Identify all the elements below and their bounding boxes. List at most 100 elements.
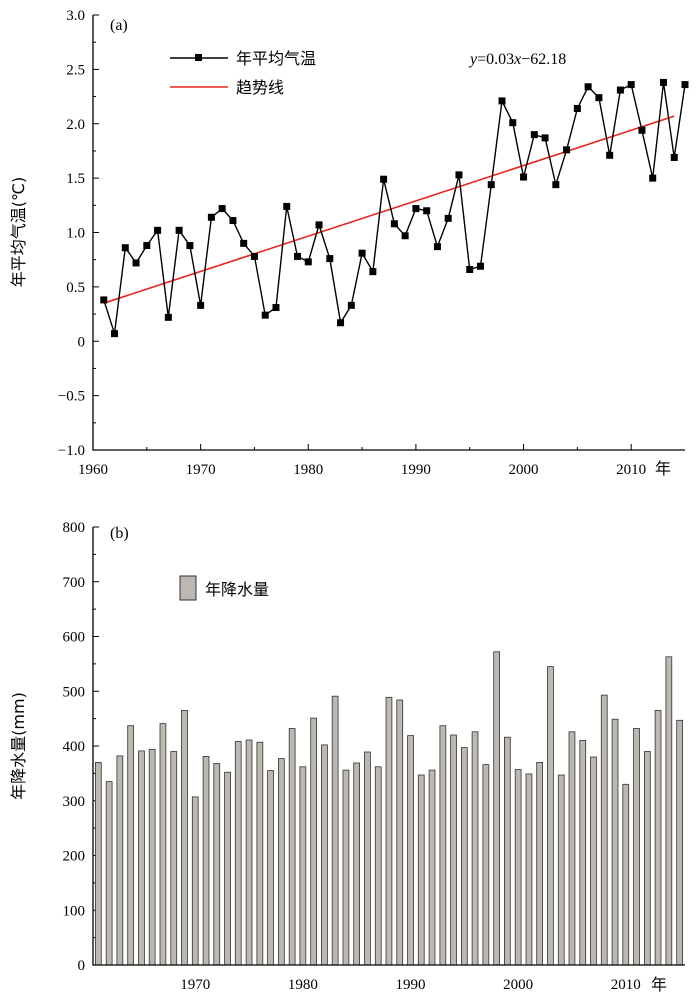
panel-a-x-tick-label: 1980 (293, 462, 323, 478)
panel-a-x-tick-label: 1960 (78, 462, 108, 478)
legend-bar-label: 年降水量 (205, 580, 269, 599)
panel-b-y-tick-label: 100 (63, 903, 86, 919)
temperature-point (132, 259, 140, 267)
panel-a-y-tick-label: −1.0 (58, 443, 85, 459)
panel-b-y-tick-label: 200 (63, 849, 86, 865)
temperature-point (261, 311, 269, 319)
panel-a-temperature-chart: −1.0 −0.5 0 0.5 1.0 1.5 2.0 2.5 3.0 1960 1970 1980 1… (9, 8, 689, 478)
legend-series-label: 年平均气温 (236, 49, 316, 68)
panel-a-year-unit: 年 (655, 459, 671, 478)
precipitation-bar (95, 762, 102, 966)
panel-b-ticks: 0 100 200 300 400 500 600 700 800 1970 1980 1990 200… (63, 520, 681, 993)
temperature-point (649, 174, 657, 182)
panel-a-y-tick-label: 2.5 (66, 62, 85, 78)
panel-a-y-tick-label: 0 (78, 334, 86, 350)
panel-b-label: (b) (110, 525, 129, 542)
panel-b-y-axis-title: 年降水量(mm) (9, 692, 28, 800)
panel-a-label: (a) (110, 17, 128, 34)
precipitation-bar (493, 651, 501, 966)
panel-a-y-tick-label: 1.0 (66, 226, 85, 242)
precipitation-bar (299, 766, 307, 966)
temperature-point (337, 319, 345, 327)
temperature-point (240, 239, 248, 247)
temperature-point (638, 126, 646, 134)
precipitation-bar (557, 774, 565, 966)
precipitation-bar (590, 756, 597, 966)
panel-b-precipitation-chart: 0 100 200 300 400 500 600 700 800 1970 1980 1990 200… (9, 520, 685, 994)
temperature-point (207, 213, 215, 221)
precipitation-bar (644, 751, 651, 966)
precipitation-bar (536, 762, 544, 966)
temperature-point (552, 181, 560, 189)
precipitation-bar (450, 734, 457, 966)
temperature-point (530, 131, 538, 139)
panel-b-x-tick-label: 1990 (396, 977, 426, 993)
precipitation-bar (525, 773, 533, 966)
precipitation-bar (568, 731, 576, 966)
temperature-point (358, 249, 366, 257)
precipitation-bar (665, 656, 673, 966)
temperature-point (154, 226, 162, 234)
panel-b-y-tick-label: 600 (63, 630, 86, 646)
temperature-point (218, 205, 226, 213)
precipitation-bar (191, 796, 199, 966)
temperature-point (401, 232, 409, 240)
panel-a-y-tick-label: 1.5 (66, 171, 85, 187)
precipitation-bar (202, 756, 210, 966)
precipitation-bar (676, 719, 684, 966)
temperature-point (326, 255, 334, 263)
precipitation-bar (105, 781, 113, 966)
precipitation-bar (547, 666, 554, 966)
precipitation-bar (439, 725, 447, 966)
temperature-point (186, 242, 194, 250)
panel-a-y-tick-label: 3.0 (66, 8, 85, 24)
precipitation-bar (331, 695, 339, 966)
precipitation-bar (364, 751, 371, 966)
precipitation-bar (503, 736, 511, 966)
temperature-point (520, 173, 528, 181)
precipitation-bar (353, 762, 361, 966)
temperature-point (423, 207, 431, 215)
temperature-point (100, 296, 108, 304)
temperature-point (390, 220, 398, 228)
panel-b-x-tick-label: 2000 (503, 977, 533, 993)
panel-a-legend: 年平均气温 趋势线 (170, 49, 316, 97)
temperature-point (476, 262, 484, 270)
panel-b-y-tick-label: 500 (63, 684, 86, 700)
precipitation-bar (482, 764, 490, 966)
precipitation-bar (396, 699, 404, 966)
temperature-point (444, 214, 452, 222)
precipitation-bar (579, 740, 587, 966)
precipitation-bar (256, 741, 264, 966)
temperature-point (250, 252, 258, 260)
temperature-point (627, 81, 635, 89)
temperature-point (498, 97, 506, 105)
precipitation-bar (611, 718, 619, 966)
eq-part2: −62.18 (521, 51, 566, 68)
precipitation-bar (267, 770, 274, 966)
precipitation-bar (428, 769, 436, 966)
temperature-point (412, 205, 420, 213)
temperature-point (197, 301, 205, 309)
trend-line (103, 115, 675, 304)
panel-a-x-tick-label: 2000 (509, 462, 539, 478)
temperature-point (121, 244, 129, 252)
precipitation-bar (159, 723, 167, 966)
precipitation-bar (138, 750, 145, 966)
temperature-markers (100, 78, 689, 338)
temperature-point (616, 86, 624, 94)
temperature-point (304, 258, 312, 266)
temperature-point (573, 105, 581, 113)
temperature-point (315, 221, 323, 229)
temperature-point (369, 268, 377, 276)
panel-b-y-tick-label: 0 (78, 958, 86, 974)
temperature-point (111, 330, 119, 338)
eq-part1: =0.03 (477, 51, 514, 68)
precipitation-bar (385, 696, 393, 966)
temperature-point (455, 171, 463, 179)
legend-bar-swatch (179, 575, 197, 601)
temperature-point (563, 146, 571, 154)
precipitation-bar (600, 694, 608, 966)
precipitation-bar (654, 710, 662, 966)
panel-b-year-unit: 年 (651, 975, 667, 994)
